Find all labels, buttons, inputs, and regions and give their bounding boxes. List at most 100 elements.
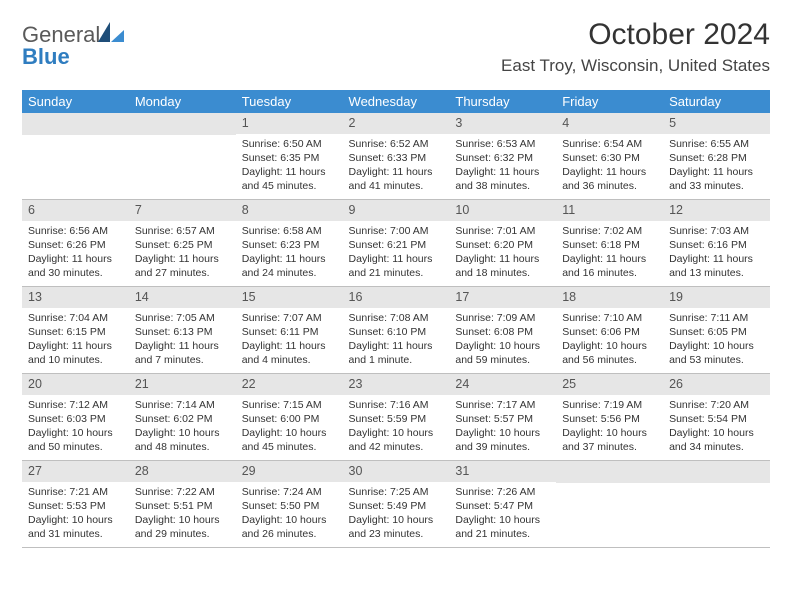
day-number: 16 [343,287,450,308]
sunrise-line: Sunrise: 7:02 AM [562,225,642,237]
day-number: 7 [129,200,236,221]
calendar-cell: 8Sunrise: 6:58 AMSunset: 6:23 PMDaylight… [236,200,343,287]
day-details: Sunrise: 6:56 AMSunset: 6:26 PMDaylight:… [22,221,129,285]
sunset-line: Sunset: 5:51 PM [135,500,213,512]
sunset-line: Sunset: 6:28 PM [669,152,747,164]
sunrise-line: Sunrise: 7:01 AM [455,225,535,237]
calendar-cell: 1Sunrise: 6:50 AMSunset: 6:35 PMDaylight… [236,113,343,200]
day-details: Sunrise: 7:00 AMSunset: 6:21 PMDaylight:… [343,221,450,285]
calendar-page: General Blue October 2024 East Troy, Wis… [0,0,792,558]
day-header: Sunday [22,90,129,113]
calendar-table: Sunday Monday Tuesday Wednesday Thursday… [22,90,770,548]
day-header: Wednesday [343,90,450,113]
day-number: 10 [449,200,556,221]
day-details: Sunrise: 7:22 AMSunset: 5:51 PMDaylight:… [129,482,236,546]
sunset-line: Sunset: 6:08 PM [455,326,533,338]
day-details: Sunrise: 7:25 AMSunset: 5:49 PMDaylight:… [343,482,450,546]
sunset-line: Sunset: 6:30 PM [562,152,640,164]
calendar-cell: 12Sunrise: 7:03 AMSunset: 6:16 PMDayligh… [663,200,770,287]
daylight-line: Daylight: 10 hours and 56 minutes. [562,340,647,366]
day-header: Monday [129,90,236,113]
day-header: Tuesday [236,90,343,113]
sunrise-line: Sunrise: 7:12 AM [28,399,108,411]
brand-text: General Blue [22,22,124,68]
day-details [129,135,236,142]
day-number: 24 [449,374,556,395]
sunrise-line: Sunrise: 7:03 AM [669,225,749,237]
day-number [663,461,770,483]
daylight-line: Daylight: 11 hours and 10 minutes. [28,340,112,366]
calendar-cell: 6Sunrise: 6:56 AMSunset: 6:26 PMDaylight… [22,200,129,287]
day-number: 29 [236,461,343,482]
sunrise-line: Sunrise: 7:21 AM [28,486,108,498]
calendar-week: 13 Sunrise: 7:04 AM Sunset: 6:15 PM Dayligh… [22,287,770,374]
calendar-cell [22,113,129,200]
day-number: 9 [343,200,450,221]
day-number: 3 [449,113,556,134]
day-number: 1 [236,113,343,134]
sunrise-line: Sunrise: 7:10 AM [562,312,642,324]
day-details [556,483,663,490]
day-number: 13 [22,287,129,308]
day-details: Sunrise: 7:21 AMSunset: 5:53 PMDaylight:… [22,482,129,546]
day-details: Sunrise: 7:24 AMSunset: 5:50 PMDaylight:… [236,482,343,546]
day-number: 28 [129,461,236,482]
sunrise-line: Sunrise: 7:08 AM [349,312,429,324]
day-details: Sunrise: 7:12 AM Sunset: 6:03 PM Daylight:… [22,395,129,459]
day-header: Thursday [449,90,556,113]
calendar-week: 20Sunrise: 7:12 AMSunset: 6:03 PMDayligh… [22,374,770,461]
sunset-line: Sunset: 6:32 PM [455,152,533,164]
daylight-line: Daylight: 11 hours and 38 minutes. [455,166,539,192]
daylight-line: Daylight: 11 hours and 41 minutes. [349,166,433,192]
sunset-line: Sunset: 6:16 PM [669,239,747,251]
day-details: Sunrise: 7:10 AMSunset: 6:06 PMDaylight:… [556,308,663,372]
sunset-line: Sunset: 6:02 PM [135,413,213,425]
sunrise-line: Sunrise: 7:04 AM [28,312,108,324]
calendar-cell: 4Sunrise: 6:54 AMSunset: 6:30 PMDaylight… [556,113,663,200]
day-number: 21 [129,374,236,395]
day-details [663,483,770,490]
day-details: Sunrise: 6:58 AMSunset: 6:23 PMDaylight:… [236,221,343,285]
day-details: Sunrise: 6:52 AMSunset: 6:33 PMDaylight:… [343,134,450,198]
calendar-cell: 28Sunrise: 7:22 AMSunset: 5:51 PMDayligh… [129,461,236,548]
calendar-body: 1Sunrise: 6:50 AMSunset: 6:35 PMDaylight… [22,113,770,548]
calendar-head: Sunday Monday Tuesday Wednesday Thursday… [22,90,770,113]
day-number: 19 [663,287,770,308]
day-number: 5 [663,113,770,134]
calendar-cell: 11Sunrise: 7:02 AMSunset: 6:18 PMDayligh… [556,200,663,287]
sunrise-line: Sunrise: 7:07 AM [242,312,322,324]
calendar-cell: 27Sunrise: 7:21 AMSunset: 5:53 PMDayligh… [22,461,129,548]
calendar-cell: 26Sunrise: 7:20 AMSunset: 5:54 PMDayligh… [663,374,770,461]
sunset-line: Sunset: 6:05 PM [669,326,747,338]
daylight-line: Daylight: 10 hours and 50 minutes. [28,427,113,453]
calendar-cell: 9Sunrise: 7:00 AMSunset: 6:21 PMDaylight… [343,200,450,287]
day-details: Sunrise: 7:11 AMSunset: 6:05 PMDaylight:… [663,308,770,372]
month-title: October 2024 [501,18,770,52]
calendar-cell: 21Sunrise: 7:14 AMSunset: 6:02 PMDayligh… [129,374,236,461]
daylight-line: Daylight: 10 hours and 23 minutes. [349,514,434,540]
daylight-line: Daylight: 11 hours and 16 minutes. [562,253,646,279]
calendar-cell: 29Sunrise: 7:24 AMSunset: 5:50 PMDayligh… [236,461,343,548]
calendar-week: 1Sunrise: 6:50 AMSunset: 6:35 PMDaylight… [22,113,770,200]
calendar-cell: 16Sunrise: 7:08 AMSunset: 6:10 PMDayligh… [343,287,450,374]
day-details: Sunrise: 7:26 AMSunset: 5:47 PMDaylight:… [449,482,556,546]
day-number [22,113,129,135]
sunset-line: Sunset: 5:50 PM [242,500,320,512]
sunset-line: Sunset: 5:54 PM [669,413,747,425]
calendar-cell: 14Sunrise: 7:05 AMSunset: 6:13 PMDayligh… [129,287,236,374]
sunset-line: Sunset: 6:03 PM [28,413,106,425]
day-header: Saturday [663,90,770,113]
day-number: 12 [663,200,770,221]
sunrise-line: Sunrise: 6:54 AM [562,138,642,150]
sunset-line: Sunset: 5:59 PM [349,413,427,425]
daylight-line: Daylight: 11 hours and 4 minutes. [242,340,326,366]
day-number: 22 [236,374,343,395]
sunset-line: Sunset: 6:15 PM [28,326,106,338]
daylight-line: Daylight: 11 hours and 45 minutes. [242,166,326,192]
day-details: Sunrise: 7:16 AMSunset: 5:59 PMDaylight:… [343,395,450,459]
calendar-cell: 20Sunrise: 7:12 AMSunset: 6:03 PMDayligh… [22,374,129,461]
daylight-line: Daylight: 11 hours and 27 minutes. [135,253,219,279]
brand-logo: General Blue [22,22,124,68]
day-number: 8 [236,200,343,221]
sail-icon [98,22,124,42]
